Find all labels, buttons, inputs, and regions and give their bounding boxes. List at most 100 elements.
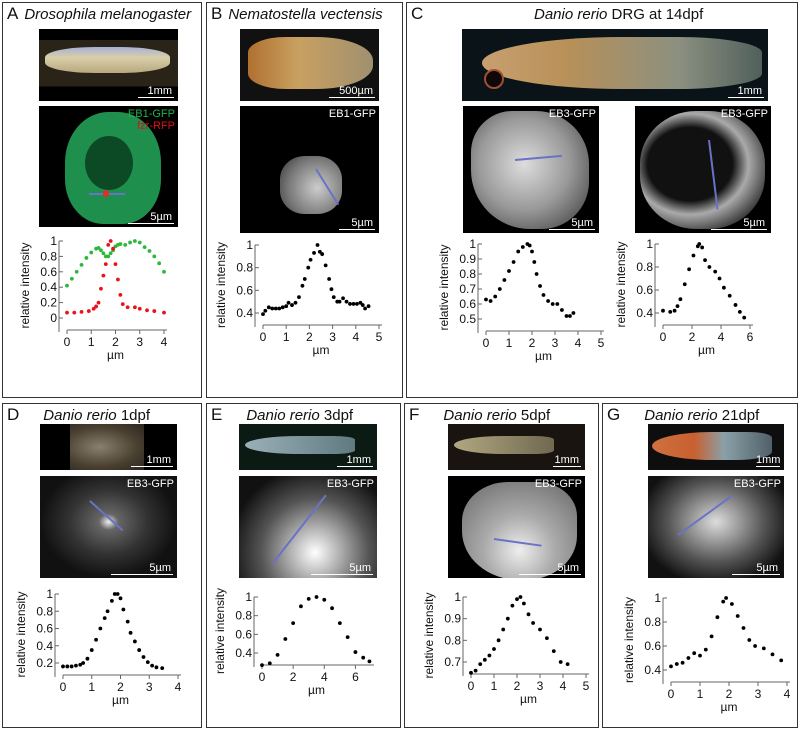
data-point <box>337 621 342 626</box>
data-point <box>141 655 146 659</box>
data-point <box>322 597 327 602</box>
x-tick-label: 2 <box>726 687 733 701</box>
data-point <box>687 267 691 272</box>
data-point <box>721 599 726 604</box>
data-point <box>520 245 525 249</box>
x-tick-label: 4 <box>575 336 582 350</box>
data-point <box>266 305 271 310</box>
data-point <box>121 607 126 612</box>
panel-title-c: C Danio rerio DRG at 14dpf <box>411 4 704 23</box>
data-point <box>261 312 265 317</box>
x-tick-label: 1 <box>88 335 95 349</box>
data-point <box>675 304 680 308</box>
data-point <box>103 262 108 266</box>
data-point <box>722 285 726 290</box>
scale-bar: 5µm <box>732 563 780 575</box>
data-point <box>668 309 673 314</box>
y-tick-label: 0.6 <box>36 622 53 636</box>
data-point <box>558 660 563 664</box>
data-point <box>329 287 334 292</box>
scale-bar: 5µm <box>311 563 373 575</box>
data-point <box>128 630 133 635</box>
data-point <box>366 304 371 309</box>
data-point <box>700 245 705 250</box>
drosophila-cell-image: EB1-GFP fzr-RFP 5µm <box>39 106 178 227</box>
data-point <box>106 242 111 247</box>
data-point <box>564 314 569 318</box>
data-point <box>86 309 91 313</box>
data-point <box>306 265 311 270</box>
data-point <box>291 621 296 626</box>
data-point <box>674 662 679 666</box>
data-point <box>501 627 506 632</box>
data-point <box>65 310 69 315</box>
data-point <box>482 657 487 662</box>
scale-bar: 1mm <box>553 454 581 467</box>
y-tick-label: 0.7 <box>459 282 476 296</box>
x-tick-label: 1 <box>491 679 498 693</box>
scale-bar: 5µm <box>711 218 767 230</box>
channel-label: EB3-GFP <box>126 478 174 490</box>
data-point <box>353 650 358 654</box>
data-point <box>125 619 130 624</box>
panel-g <box>602 403 798 728</box>
data-point <box>137 648 142 652</box>
data-point <box>735 614 740 618</box>
x-tick-label: 0 <box>260 330 267 344</box>
y-axis-label: relative intensity <box>437 244 451 330</box>
y-tick-label: 0.8 <box>459 267 476 281</box>
x-axis-label: µm <box>721 700 738 714</box>
data-point <box>297 295 301 300</box>
zebrafish-21dpf-image: 1mm <box>648 424 784 470</box>
y-tick-label: 0.6 <box>40 265 57 279</box>
data-point <box>363 306 367 311</box>
y-tick-label: 0.6 <box>235 627 252 641</box>
data-point <box>682 282 687 287</box>
data-point <box>118 293 123 297</box>
data-point <box>686 656 691 660</box>
data-point <box>770 652 775 657</box>
data-point <box>299 604 303 609</box>
y-tick-label: 0.9 <box>459 252 476 266</box>
data-point <box>703 258 707 262</box>
y-tick-label: 0.4 <box>236 306 253 320</box>
data-point <box>510 603 515 608</box>
data-point <box>128 240 132 245</box>
data-point <box>541 293 546 297</box>
y-tick-label: 0.5 <box>459 312 476 326</box>
x-tick-label: 6 <box>747 330 754 344</box>
y-tick-label: 0.2 <box>40 296 57 310</box>
data-point <box>546 299 550 303</box>
data-point <box>526 612 531 617</box>
channel-label: EB3-GFP <box>733 478 781 490</box>
data-point <box>532 260 537 264</box>
data-point <box>779 658 784 663</box>
y-tick-label: 0.8 <box>644 615 661 629</box>
data-point <box>137 240 142 245</box>
data-point <box>507 269 511 273</box>
data-point <box>355 302 359 306</box>
x-tick-label: 3 <box>329 330 336 344</box>
data-point <box>661 308 665 313</box>
data-point <box>550 302 555 306</box>
data-point <box>84 256 89 260</box>
y-tick-label: 0.6 <box>236 283 253 297</box>
data-point <box>109 599 114 603</box>
x-tick-label: 2 <box>514 679 521 693</box>
y-tick-label: 0.6 <box>459 297 476 311</box>
y-axis-label: relative intensity <box>18 242 32 328</box>
y-axis-label: relative intensity <box>614 241 628 327</box>
drosophila-larva-image: 1mm <box>39 29 178 101</box>
x-tick-label: 3 <box>755 687 762 701</box>
x-tick-label: 3 <box>136 335 143 349</box>
y-tick-label: 1 <box>246 238 253 252</box>
y-tick-label: 0.6 <box>644 639 661 653</box>
x-tick-label: 4 <box>161 335 168 349</box>
data-point <box>741 626 746 630</box>
data-point <box>145 308 149 313</box>
data-point <box>361 655 366 660</box>
channel-label: EB3-GFP <box>534 478 582 490</box>
scale-bar: 1mm <box>337 455 373 467</box>
data-point <box>132 639 137 644</box>
data-point <box>496 638 501 643</box>
